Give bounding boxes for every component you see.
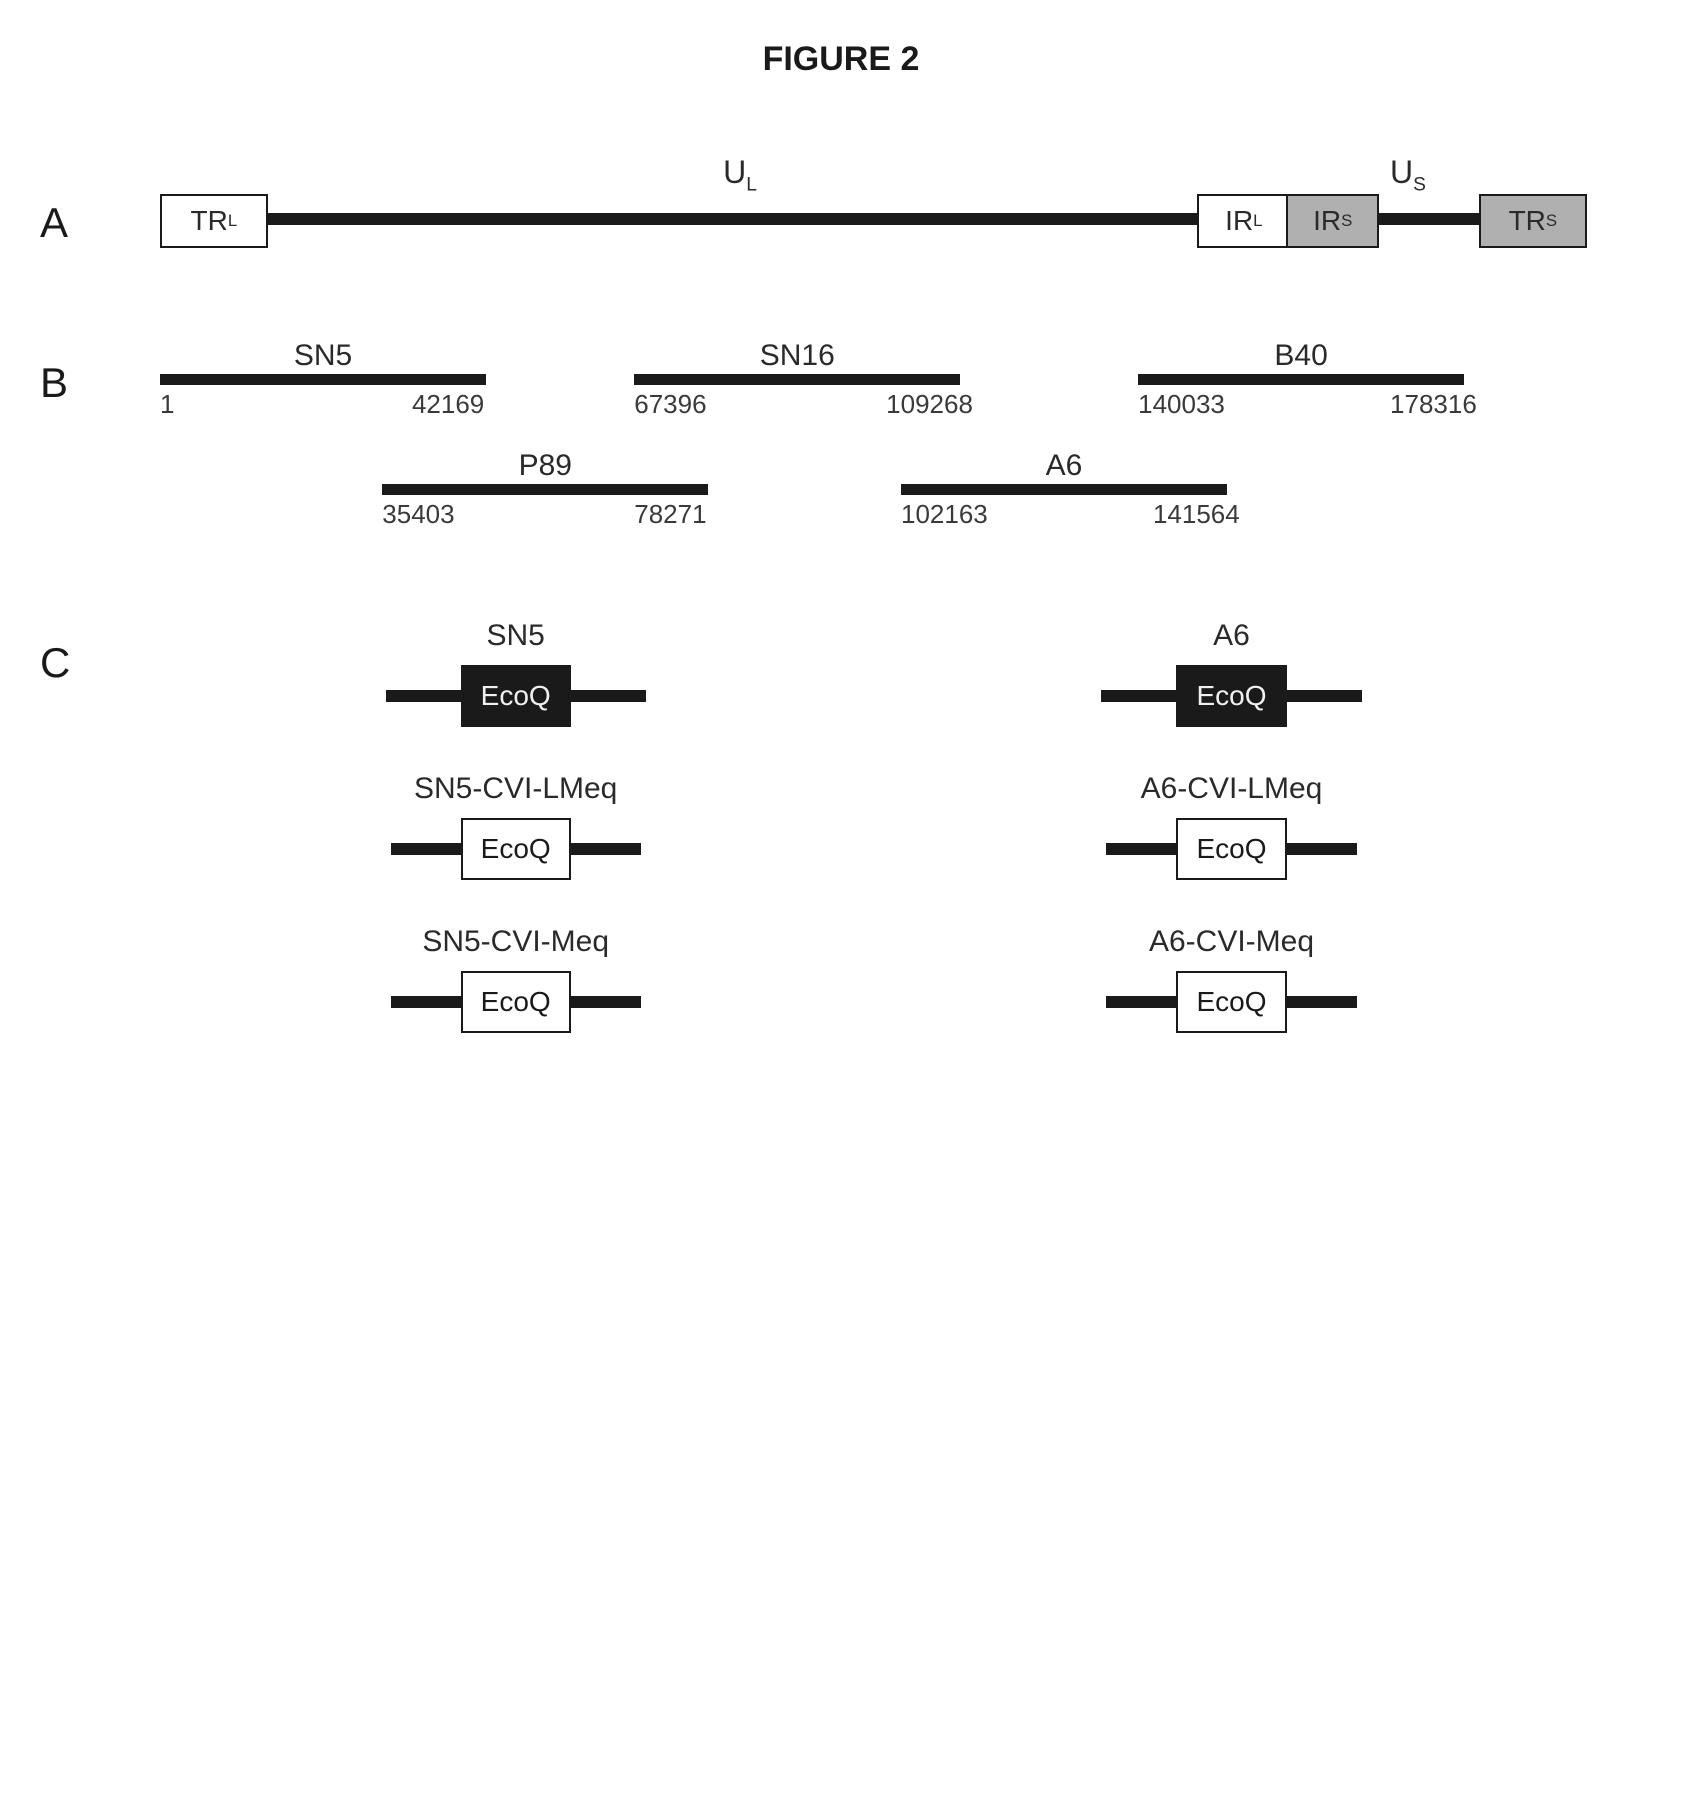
panel-c: C SN5 EcoQ SN5-CVI-LMeq EcoQ SN5-CVI-Meq EcoQ… xyxy=(40,619,1642,1078)
construct-arm-left xyxy=(386,690,461,702)
cosmid-label: P89 xyxy=(382,449,708,483)
region-label: US xyxy=(1390,154,1426,196)
construct-arm-right xyxy=(1287,843,1357,855)
ecoq-box: EcoQ xyxy=(461,818,571,880)
construct-diagram: EcoQ xyxy=(876,818,1587,880)
construct-diagram: EcoQ xyxy=(160,971,871,1033)
construct-title: A6-CVI-LMeq xyxy=(876,772,1587,806)
cosmid-bar xyxy=(160,374,486,385)
construct-title: SN5 xyxy=(160,619,871,653)
cosmid-bar xyxy=(382,484,708,495)
cosmid-map: SN5 1 42169 SN16 67396 109268 B40 140033 178316 P… xyxy=(160,339,1642,539)
genome-map: ULUSTRLIRLIRSTRS xyxy=(160,179,1642,259)
construct-item: SN5 EcoQ xyxy=(160,619,871,727)
region-label: UL xyxy=(723,154,757,196)
coord-end: 141564 xyxy=(1153,499,1240,530)
construct-map: SN5 EcoQ SN5-CVI-LMeq EcoQ SN5-CVI-Meq EcoQ A… xyxy=(160,619,1642,1078)
panel-b-label: B xyxy=(40,339,160,407)
cosmid-label: B40 xyxy=(1138,339,1464,373)
construct-left-column: SN5 EcoQ SN5-CVI-LMeq EcoQ SN5-CVI-Meq EcoQ xyxy=(160,619,871,1078)
genome-box: TRS xyxy=(1479,194,1587,248)
panel-c-label: C xyxy=(40,619,160,687)
coord-end: 178316 xyxy=(1390,389,1477,420)
construct-arm-right xyxy=(1287,996,1357,1008)
construct-arm-left xyxy=(391,843,461,855)
construct-title: A6-CVI-Meq xyxy=(876,925,1587,959)
ecoq-box: EcoQ xyxy=(461,665,571,727)
cosmid-label: A6 xyxy=(901,449,1227,483)
construct-arm-left xyxy=(1106,843,1176,855)
coord-start: 102163 xyxy=(901,499,988,530)
construct-right-column: A6 EcoQ A6-CVI-LMeq EcoQ A6-CVI-Meq EcoQ xyxy=(876,619,1587,1078)
construct-arm-right xyxy=(571,843,641,855)
construct-item: SN5-CVI-Meq EcoQ xyxy=(160,925,871,1033)
coord-start: 67396 xyxy=(634,389,706,420)
construct-title: SN5-CVI-Meq xyxy=(160,925,871,959)
panel-a-label: A xyxy=(40,179,160,247)
ecoq-box: EcoQ xyxy=(1176,665,1286,727)
construct-item: A6-CVI-Meq EcoQ xyxy=(876,925,1587,1033)
ecoq-box: EcoQ xyxy=(1176,818,1286,880)
coord-end: 109268 xyxy=(886,389,973,420)
panel-b: B SN5 1 42169 SN16 67396 109268 B40 140033 17831… xyxy=(40,339,1642,539)
ecoq-box: EcoQ xyxy=(461,971,571,1033)
construct-arm-right xyxy=(1287,690,1362,702)
cosmid-bar xyxy=(901,484,1227,495)
coord-start: 35403 xyxy=(382,499,454,530)
construct-arm-left xyxy=(391,996,461,1008)
cosmid-label: SN5 xyxy=(160,339,486,373)
coord-end: 42169 xyxy=(412,389,484,420)
genome-box: IRL xyxy=(1197,194,1290,248)
ecoq-box: EcoQ xyxy=(1176,971,1286,1033)
genome-line xyxy=(264,213,1198,225)
panel-a: A ULUSTRLIRLIRSTRS xyxy=(40,179,1642,259)
construct-arm-left xyxy=(1106,996,1176,1008)
coord-end: 78271 xyxy=(634,499,706,530)
cosmid-bar xyxy=(1138,374,1464,385)
construct-item: SN5-CVI-LMeq EcoQ xyxy=(160,772,871,880)
construct-diagram: EcoQ xyxy=(160,818,871,880)
construct-diagram: EcoQ xyxy=(160,665,871,727)
genome-line xyxy=(1375,213,1479,225)
figure-title: FIGURE 2 xyxy=(40,40,1642,79)
construct-item: A6 EcoQ xyxy=(876,619,1587,727)
construct-diagram: EcoQ xyxy=(876,665,1587,727)
cosmid-label: SN16 xyxy=(634,339,960,373)
genome-box: TRL xyxy=(160,194,268,248)
construct-title: A6 xyxy=(876,619,1587,653)
cosmid-bar xyxy=(634,374,960,385)
coord-start: 1 xyxy=(160,389,174,420)
construct-diagram: EcoQ xyxy=(876,971,1587,1033)
construct-title: SN5-CVI-LMeq xyxy=(160,772,871,806)
construct-arm-right xyxy=(571,690,646,702)
genome-box: IRS xyxy=(1286,194,1379,248)
construct-arm-left xyxy=(1101,690,1176,702)
construct-arm-right xyxy=(571,996,641,1008)
construct-item: A6-CVI-LMeq EcoQ xyxy=(876,772,1587,880)
coord-start: 140033 xyxy=(1138,389,1225,420)
